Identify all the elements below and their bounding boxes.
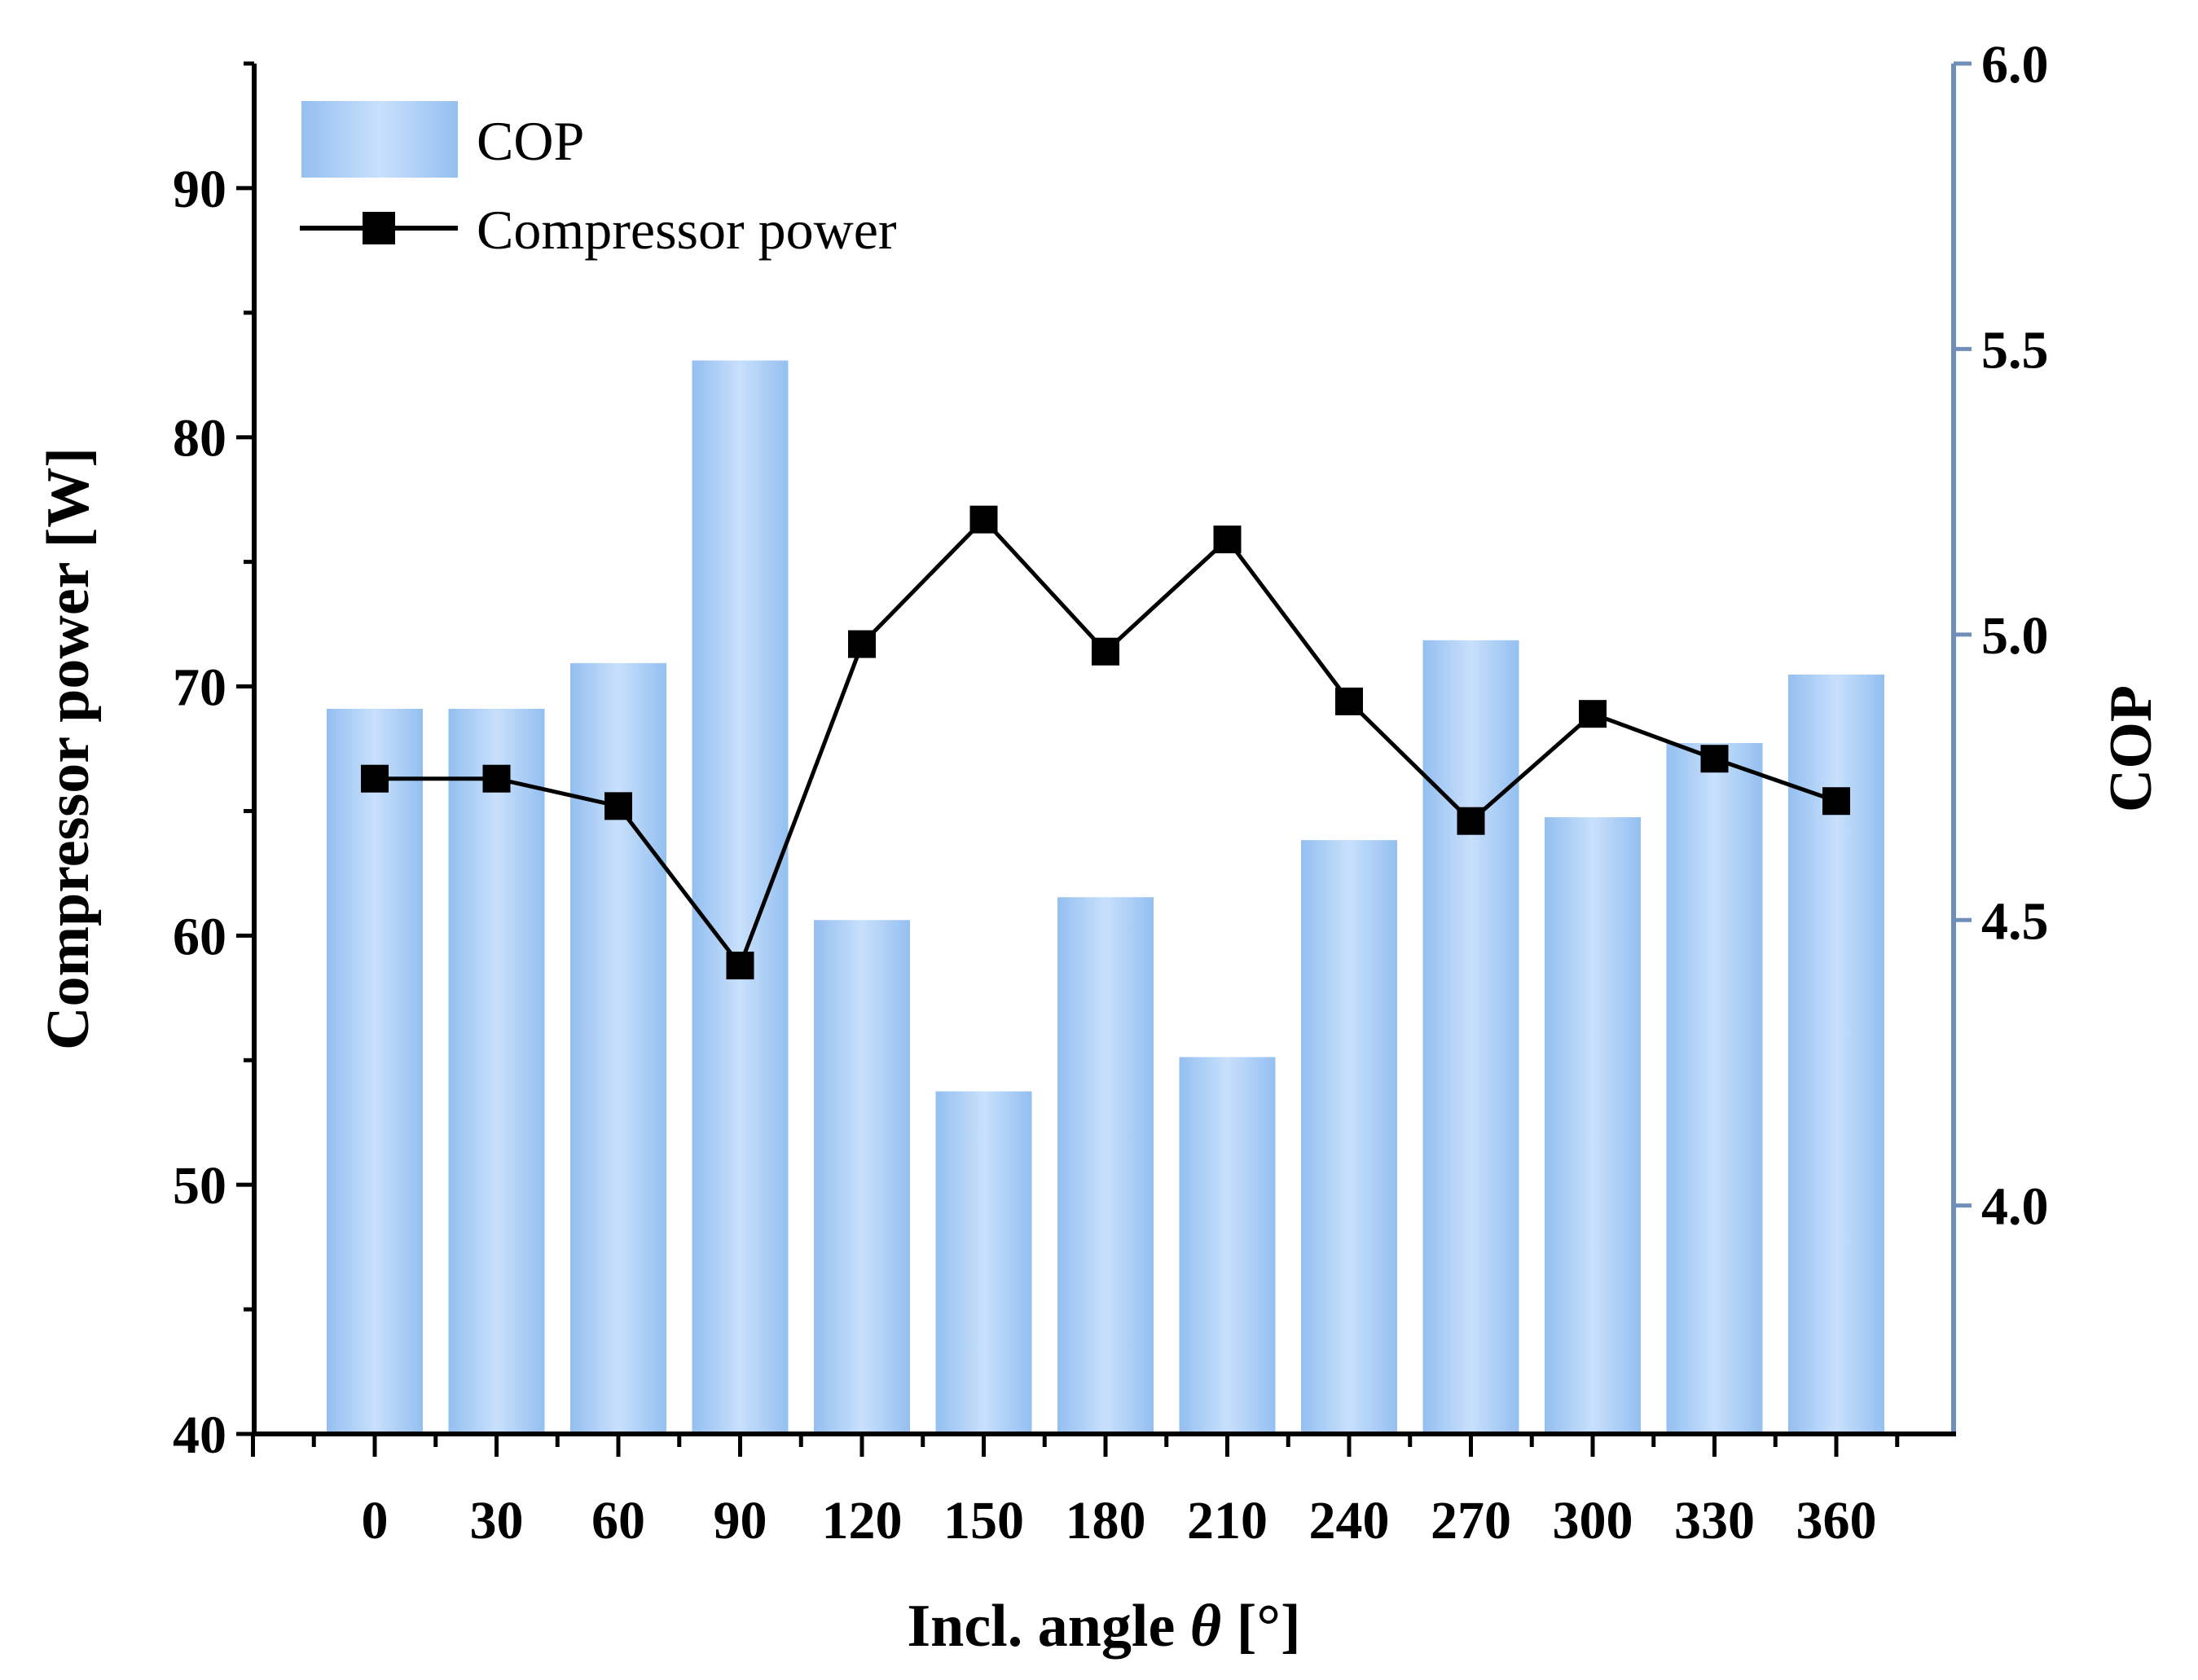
right-tick-label-4.5: 4.5 — [1981, 891, 2049, 951]
right-tick-label-5.5: 5.5 — [1981, 320, 2049, 380]
right-tick-label-6.0: 6.0 — [1981, 35, 2049, 95]
left-y-axis: 40 50 60 70 80 90 — [173, 61, 257, 1465]
left-tick-label-60: 60 — [173, 907, 226, 966]
legend-line-marker — [363, 212, 395, 244]
left-tick-label-50: 50 — [173, 1156, 226, 1216]
cop-bar-210 — [1179, 1057, 1276, 1434]
right-tick-label-5.0: 5.0 — [1981, 606, 2049, 666]
right-y-axis: 4.0 4.5 5.0 5.5 6.0 — [1951, 35, 2049, 1434]
compressor-power-marker-330 — [1700, 745, 1729, 773]
cop-bar-60 — [570, 662, 666, 1434]
compressor-power-marker-240 — [1335, 687, 1363, 715]
x-tick-label-60: 60 — [591, 1491, 645, 1550]
compressor-power-marker-300 — [1579, 700, 1607, 728]
cop-bar-240 — [1301, 840, 1397, 1434]
left-tick-label-70: 70 — [173, 658, 226, 718]
left-tick-label-40: 40 — [173, 1405, 226, 1465]
cop-bar-0 — [327, 708, 423, 1434]
legend-bar-swatch — [301, 101, 458, 178]
compressor-power-marker-0 — [361, 764, 389, 793]
left-tick-label-90: 90 — [173, 160, 226, 219]
y2-axis-title: COP — [2098, 685, 2165, 812]
cop-bar-330 — [1666, 742, 1763, 1434]
cop-bar-270 — [1422, 640, 1519, 1434]
compressor-power-marker-210 — [1213, 526, 1242, 554]
x-tick-label-330: 330 — [1674, 1491, 1755, 1550]
x-tick-label-210: 210 — [1187, 1491, 1268, 1550]
cop-bar-120 — [814, 920, 910, 1434]
legend: COP Compressor power — [300, 101, 897, 261]
x-tick-label-180: 180 — [1066, 1491, 1146, 1550]
x-tick-label-30: 30 — [470, 1491, 524, 1550]
x-tick-label-150: 150 — [943, 1491, 1024, 1550]
x-tick-label-360: 360 — [1796, 1491, 1877, 1550]
cop-bars — [327, 360, 1884, 1434]
compressor-power-marker-180 — [1092, 637, 1119, 666]
compressor-power-marker-120 — [848, 630, 876, 658]
x-axis-title: Incl. angle θ [°] — [907, 1593, 1300, 1660]
compressor-power-marker-90 — [726, 952, 754, 980]
cop-bar-300 — [1545, 817, 1641, 1434]
right-tick-label-4.0: 4.0 — [1981, 1177, 2049, 1237]
compressor-power-line — [361, 505, 1850, 980]
x-tick-label-120: 120 — [822, 1491, 903, 1550]
left-tick-label-80: 80 — [173, 409, 226, 468]
compressor-power-marker-30 — [482, 764, 511, 793]
y-axis-title: Compressor power [W] — [35, 447, 102, 1050]
x-tick-label-240: 240 — [1309, 1491, 1390, 1550]
cop-bar-180 — [1057, 897, 1154, 1434]
x-tick-label-300: 300 — [1553, 1491, 1633, 1550]
cop-bar-150 — [935, 1091, 1032, 1434]
x-axis: 0 30 60 90 120 150 180 210 240 270 300 330 360 — [251, 1432, 1956, 1550]
x-tick-label-90: 90 — [714, 1491, 767, 1550]
compressor-power-marker-360 — [1822, 787, 1850, 816]
compressor-power-marker-150 — [969, 505, 998, 534]
cop-bar-90 — [692, 360, 789, 1434]
legend-label-compressor-power: Compressor power — [477, 199, 897, 261]
compressor-power-marker-270 — [1457, 807, 1485, 835]
legend-label-cop: COP — [477, 110, 584, 172]
x-tick-label-0: 0 — [362, 1491, 389, 1550]
x-axis-title-prefix: Incl. angle — [907, 1593, 1189, 1660]
x-tick-label-270: 270 — [1431, 1491, 1511, 1550]
compressor-power-marker-60 — [604, 792, 632, 820]
x-axis-title-suffix: [°] — [1221, 1593, 1300, 1660]
cop-bar-30 — [448, 708, 545, 1434]
x-axis-title-symbol: θ — [1190, 1593, 1221, 1660]
